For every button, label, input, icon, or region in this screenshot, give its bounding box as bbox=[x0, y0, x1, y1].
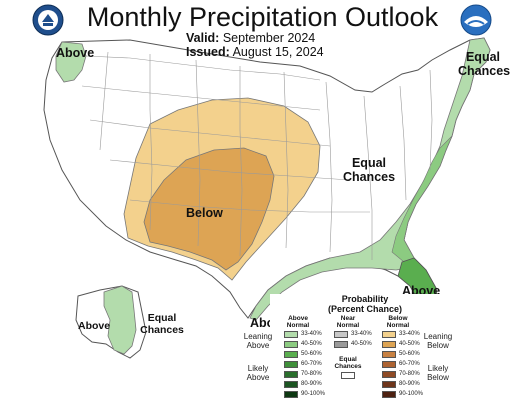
legend-likely-below-line2: Below bbox=[427, 373, 449, 382]
state-boundaries bbox=[81, 51, 433, 260]
legend-above-range: 60-70% bbox=[301, 361, 322, 367]
legend-below-swatch bbox=[382, 351, 396, 358]
valid-label: Valid: bbox=[186, 31, 220, 45]
legend-title: Probability (Percent Chance) bbox=[280, 294, 450, 314]
legend-above-swatch bbox=[284, 341, 298, 348]
noaa-logo-icon bbox=[460, 4, 492, 36]
legend-title-line2: (Percent Chance) bbox=[327, 304, 403, 314]
legend-leaning-above: Leaning Above bbox=[240, 332, 276, 350]
legend-likely-above: Likely Above bbox=[240, 364, 276, 382]
legend-near-swatch bbox=[334, 341, 348, 348]
label-alaska-ec-line2: Chances bbox=[140, 324, 184, 336]
label-alaska-ec-line1: Equal bbox=[147, 312, 177, 324]
legend-below-range: 50-60% bbox=[399, 351, 420, 357]
page-title: Monthly Precipitation Outlook bbox=[86, 2, 439, 32]
alaska-above-33-40 bbox=[103, 285, 137, 355]
legend-ec-swatch bbox=[341, 372, 355, 379]
legend-likely-above-line1: Likely bbox=[247, 364, 269, 373]
legend-col-above-line1: Above bbox=[288, 315, 308, 322]
label-central: Equal Chances bbox=[342, 156, 396, 184]
label-northeast-line1: Equal bbox=[465, 50, 501, 64]
legend-col-near: Near Normal bbox=[328, 315, 368, 329]
legend-below-swatch bbox=[382, 371, 396, 378]
legend-col-near-line1: Near bbox=[340, 315, 356, 322]
legend-above-range: 33-40% bbox=[301, 331, 322, 337]
legend-ec: Equal Chances bbox=[330, 356, 366, 370]
legend-likely-above-line2: Above bbox=[246, 373, 270, 382]
legend-leaning-below: Leaning Below bbox=[420, 332, 456, 350]
legend-below-range: 90-100% bbox=[399, 391, 424, 397]
legend-below-range: 33-40% bbox=[399, 331, 420, 337]
legend-above-swatch bbox=[284, 381, 298, 388]
legend-near-range: 40-50% bbox=[351, 341, 372, 347]
legend-col-above-line2: Normal bbox=[286, 322, 310, 329]
valid-value: September 2024 bbox=[222, 31, 316, 45]
label-central-line1: Equal bbox=[351, 156, 387, 170]
legend-below-swatch bbox=[382, 361, 396, 368]
label-northeast: Equal Chances bbox=[458, 50, 511, 78]
legend-above-swatch bbox=[284, 331, 298, 338]
issued-value: August 15, 2024 bbox=[232, 45, 324, 59]
probability-legend: Probability (Percent Chance) Above Norma… bbox=[244, 294, 465, 402]
valid-row: Valid: September 2024 bbox=[186, 31, 315, 45]
legend-above-range: 70-80% bbox=[301, 371, 322, 377]
legend-ec-line2: Chances bbox=[334, 363, 362, 370]
legend-leaning-above-line1: Leaning bbox=[243, 332, 273, 341]
label-southwest: Below bbox=[186, 206, 223, 220]
label-alaska-ec: Equal Chances bbox=[138, 312, 186, 336]
legend-below-range: 40-50% bbox=[399, 341, 420, 347]
legend-above-range: 80-90% bbox=[301, 381, 322, 387]
label-alaska-above: Above bbox=[78, 320, 111, 332]
legend-above-swatch bbox=[284, 391, 298, 398]
legend-below-swatch bbox=[382, 381, 396, 388]
legend-below-swatch bbox=[382, 331, 396, 338]
legend-above-range: 50-60% bbox=[301, 351, 322, 357]
legend-below-range: 60-70% bbox=[399, 361, 420, 367]
legend-col-near-line2: Normal bbox=[336, 322, 360, 329]
legend-above-swatch bbox=[284, 351, 298, 358]
issued-label: Issued: bbox=[186, 45, 230, 59]
legend-col-below-line1: Below bbox=[388, 315, 408, 322]
legend-leaning-below-line2: Below bbox=[427, 341, 449, 350]
legend-leaning-below-line1: Leaning bbox=[423, 332, 453, 341]
noaa-seal-icon bbox=[32, 4, 64, 36]
legend-likely-below-line1: Likely bbox=[427, 364, 449, 373]
legend-title-line1: Probability bbox=[341, 294, 389, 304]
legend-below-swatch bbox=[382, 391, 396, 398]
legend-ec-line1: Equal bbox=[339, 356, 357, 363]
legend-below-range: 70-80% bbox=[399, 371, 420, 377]
label-central-line2: Chances bbox=[342, 170, 396, 184]
above-33-40-northwest bbox=[55, 41, 87, 83]
legend-likely-below: Likely Below bbox=[420, 364, 456, 382]
legend-above-range: 90-100% bbox=[301, 391, 326, 397]
legend-near-range: 33-40% bbox=[351, 331, 372, 337]
label-northeast-line2: Chances bbox=[458, 64, 511, 78]
issued-row: Issued: August 15, 2024 bbox=[186, 45, 324, 59]
legend-near-swatch bbox=[334, 331, 348, 338]
legend-below-range: 80-90% bbox=[399, 381, 420, 387]
legend-above-range: 40-50% bbox=[301, 341, 322, 347]
legend-col-below-line2: Normal bbox=[386, 322, 410, 329]
legend-above-swatch bbox=[284, 361, 298, 368]
legend-leaning-above-line2: Above bbox=[246, 341, 270, 350]
label-northwest: Above bbox=[56, 46, 95, 60]
legend-col-below: Below Normal bbox=[378, 315, 418, 329]
legend-col-above: Above Normal bbox=[278, 315, 318, 329]
legend-below-swatch bbox=[382, 341, 396, 348]
legend-above-swatch bbox=[284, 371, 298, 378]
